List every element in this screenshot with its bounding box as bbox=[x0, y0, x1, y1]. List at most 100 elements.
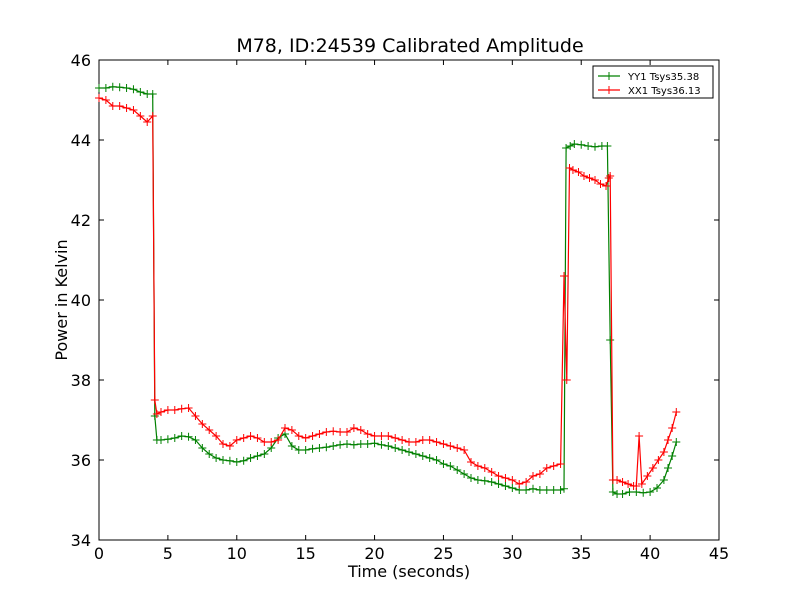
data-point bbox=[95, 94, 103, 102]
data-point bbox=[606, 336, 615, 344]
data-point bbox=[653, 484, 661, 492]
data-point bbox=[542, 464, 551, 472]
data-point bbox=[336, 428, 345, 436]
data-point bbox=[639, 488, 648, 497]
data-point bbox=[219, 440, 227, 448]
legend-marker bbox=[605, 86, 613, 94]
plot-area: 0 5 10 15 20 25 30 35 40 45 34 36 38 40 42 44 46 bbox=[71, 51, 730, 563]
data-point bbox=[363, 430, 372, 438]
data-point bbox=[143, 118, 152, 126]
data-point bbox=[560, 484, 568, 493]
data-point bbox=[566, 142, 575, 150]
data-point bbox=[480, 476, 489, 485]
x-tick-label: 35 bbox=[571, 544, 591, 563]
data-point bbox=[405, 438, 413, 446]
data-point bbox=[418, 452, 427, 460]
data-point bbox=[473, 476, 482, 484]
data-point bbox=[219, 456, 227, 464]
data-point bbox=[281, 424, 289, 432]
legend-entry: XX1 Tsys36.13 bbox=[598, 86, 701, 97]
data-point bbox=[494, 480, 503, 488]
data-point bbox=[170, 434, 179, 442]
data-point bbox=[613, 476, 622, 484]
data-point bbox=[549, 486, 558, 494]
y-tick-label: 42 bbox=[71, 211, 91, 230]
legend-label: XX1 Tsys36.13 bbox=[628, 86, 701, 97]
data-point bbox=[467, 474, 475, 482]
data-point bbox=[239, 434, 248, 442]
data-point bbox=[398, 446, 407, 454]
data-point bbox=[585, 174, 594, 182]
data-point bbox=[501, 474, 510, 482]
data-point bbox=[129, 85, 138, 94]
data-point bbox=[602, 182, 611, 190]
data-point bbox=[205, 450, 214, 458]
data-point bbox=[122, 104, 131, 112]
data-point bbox=[198, 420, 207, 428]
x-tick-label: 20 bbox=[364, 544, 384, 563]
data-point bbox=[560, 272, 568, 280]
data-point bbox=[377, 432, 386, 440]
data-point bbox=[198, 444, 207, 452]
y-tick-label: 40 bbox=[71, 291, 91, 310]
data-point bbox=[467, 458, 475, 466]
data-point bbox=[232, 458, 241, 466]
data-point bbox=[101, 84, 110, 92]
data-point bbox=[391, 434, 400, 442]
data-point bbox=[232, 436, 241, 444]
data-point bbox=[603, 142, 612, 150]
data-point bbox=[191, 436, 200, 444]
data-point bbox=[225, 442, 234, 450]
x-tick-label: 45 bbox=[709, 544, 729, 563]
data-point bbox=[370, 432, 379, 440]
data-point bbox=[308, 432, 317, 440]
data-point bbox=[439, 440, 448, 448]
data-point bbox=[322, 443, 331, 452]
data-point bbox=[446, 442, 455, 450]
data-point bbox=[501, 482, 510, 490]
data-point bbox=[239, 456, 248, 465]
data-point bbox=[253, 434, 262, 442]
data-point bbox=[157, 408, 165, 416]
data-point bbox=[643, 472, 652, 480]
data-point bbox=[356, 440, 365, 448]
data-point bbox=[287, 442, 296, 450]
x-axis-title: Time (seconds) bbox=[347, 562, 470, 581]
data-point bbox=[439, 460, 448, 468]
chart-title: M78, ID:24539 Calibrated Amplitude bbox=[236, 35, 583, 57]
data-point bbox=[522, 486, 531, 494]
data-point bbox=[579, 172, 588, 180]
data-point bbox=[315, 430, 324, 438]
data-point bbox=[659, 448, 668, 456]
data-point bbox=[95, 84, 103, 92]
data-point bbox=[115, 102, 124, 110]
legend-entry: YY1 Tsys35.38 bbox=[598, 72, 699, 83]
data-point bbox=[205, 426, 214, 434]
data-point bbox=[549, 462, 558, 470]
data-point bbox=[574, 168, 583, 176]
data-point bbox=[308, 444, 317, 453]
data-point bbox=[115, 83, 124, 92]
data-point bbox=[343, 428, 351, 436]
x-tick-label: 5 bbox=[163, 544, 173, 563]
data-point bbox=[163, 406, 172, 414]
data-point bbox=[432, 438, 441, 446]
y-tick-label: 44 bbox=[71, 131, 91, 150]
data-point bbox=[591, 176, 599, 184]
data-point bbox=[163, 435, 172, 444]
data-point bbox=[212, 432, 221, 440]
data-point bbox=[664, 464, 673, 472]
series-yy1-tsys35-38 bbox=[95, 82, 681, 498]
data-point bbox=[343, 440, 351, 448]
data-point bbox=[562, 144, 571, 152]
data-point bbox=[225, 456, 234, 465]
data-point bbox=[377, 440, 386, 449]
legend: YY1 Tsys35.38 XX1 Tsys36.13 bbox=[592, 65, 714, 99]
data-point bbox=[568, 166, 577, 174]
data-point bbox=[184, 404, 193, 412]
data-point bbox=[136, 88, 145, 96]
x-tick-label: 0 bbox=[94, 544, 104, 563]
data-point bbox=[287, 426, 296, 434]
data-point bbox=[384, 442, 393, 450]
data-point bbox=[274, 436, 283, 444]
